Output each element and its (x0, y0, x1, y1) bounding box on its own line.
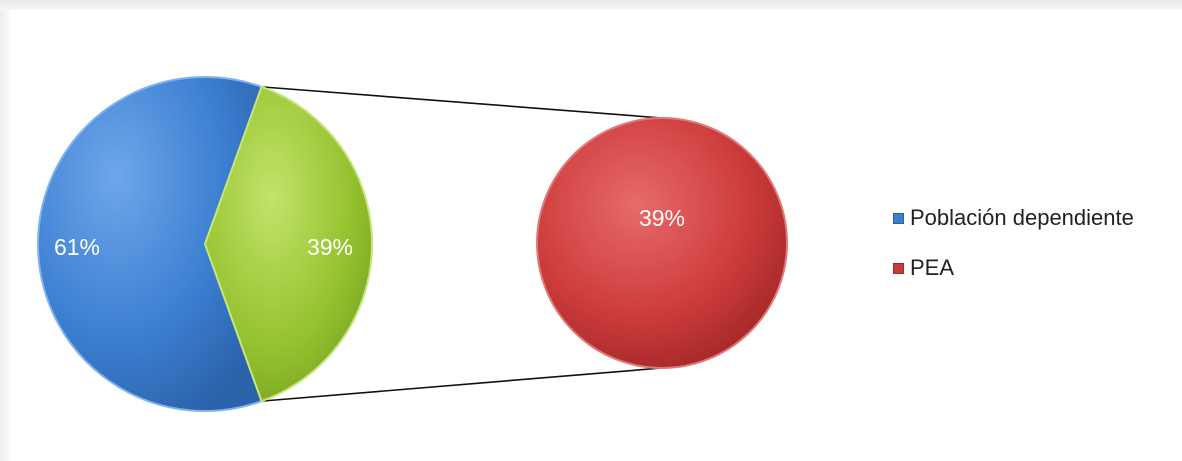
legend: Población dependiente PEA (893, 203, 1134, 303)
legend-item-pea: PEA (893, 253, 1134, 283)
secondary-pie-slice-pea (536, 117, 788, 369)
secondary-pie-label-pea: 39% (639, 205, 685, 231)
main-pie-label-poblacion-dependiente: 61% (54, 234, 100, 260)
legend-label-poblacion-dependiente: Población dependiente (910, 205, 1134, 230)
main-pie-slice-poblacion-dependiente (37, 76, 263, 412)
left-border (0, 10, 10, 461)
main-pie-slice-pea (204, 85, 373, 403)
connector-line-top (261, 86, 663, 119)
main-pie-label-pea: 39% (307, 234, 353, 260)
legend-label-pea: PEA (910, 255, 955, 280)
connector-line-bottom (261, 367, 663, 402)
top-border (0, 0, 1182, 10)
legend-swatch-pea (893, 262, 904, 274)
legend-swatch-poblacion-dependiente (893, 212, 904, 224)
legend-item-poblacion-dependiente: Población dependiente (893, 203, 1134, 233)
